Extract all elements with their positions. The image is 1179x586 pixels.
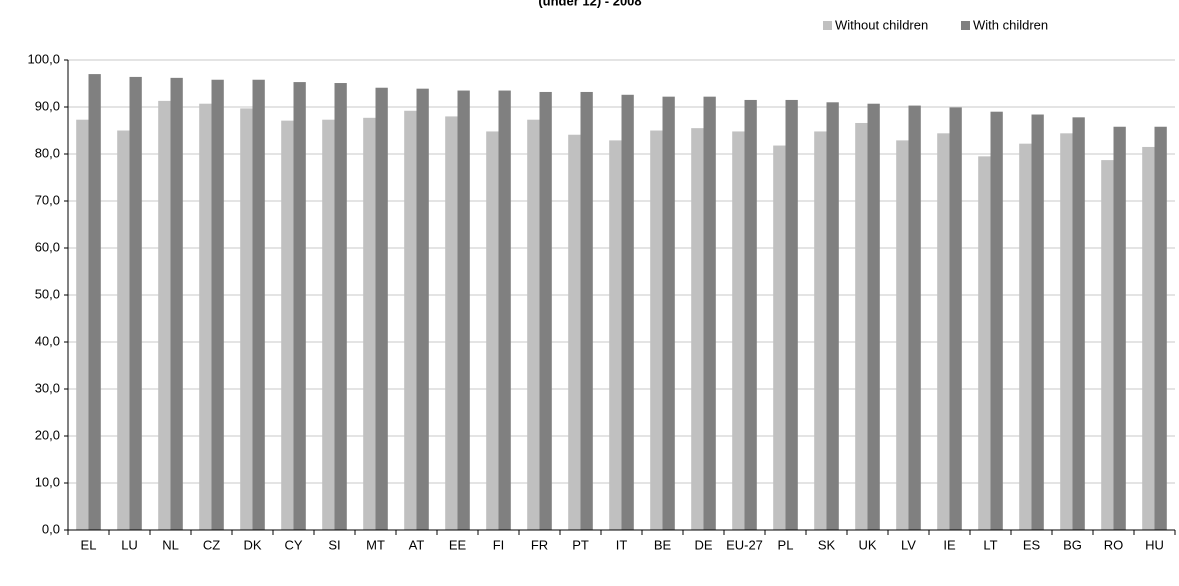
x-tick-label: CY xyxy=(284,537,302,552)
x-tick-label: MT xyxy=(366,537,385,552)
x-tick-label: DE xyxy=(694,537,712,552)
x-tick-label: LV xyxy=(901,537,916,552)
bar xyxy=(691,128,704,530)
x-tick-label: UK xyxy=(858,537,876,552)
bar xyxy=(662,96,675,530)
x-tick-label: PL xyxy=(778,537,794,552)
x-tick-label: FI xyxy=(493,537,505,552)
bar xyxy=(773,145,786,531)
bar xyxy=(117,130,130,530)
bar xyxy=(527,119,540,530)
bar xyxy=(609,140,622,530)
y-tick-label: 40,0 xyxy=(35,333,60,348)
bar xyxy=(240,108,253,530)
x-tick-label: AT xyxy=(409,537,425,552)
x-tick-label: HU xyxy=(1145,537,1164,552)
x-tick-label: LU xyxy=(121,537,138,552)
x-tick-label: BE xyxy=(654,537,672,552)
bar xyxy=(855,122,868,530)
bar xyxy=(1142,146,1155,530)
x-tick-label: PT xyxy=(572,537,589,552)
x-tick-label: CZ xyxy=(203,537,220,552)
bar xyxy=(334,83,347,530)
x-tick-label: DK xyxy=(243,537,261,552)
x-tick-label: EE xyxy=(449,537,467,552)
bar xyxy=(252,79,265,531)
y-tick-label: 10,0 xyxy=(35,474,60,489)
x-tick-label: SI xyxy=(328,537,340,552)
bar xyxy=(949,107,962,530)
bar xyxy=(978,156,991,530)
x-tick-label: IT xyxy=(616,537,628,552)
bar xyxy=(1019,143,1032,530)
bar xyxy=(457,90,470,531)
legend-swatch xyxy=(961,21,970,30)
bar xyxy=(621,94,634,530)
bar xyxy=(170,77,183,531)
bar xyxy=(416,88,429,531)
bar xyxy=(486,131,499,530)
x-tick-label: EU-27 xyxy=(726,537,763,552)
bar xyxy=(908,105,921,530)
bar xyxy=(580,91,593,531)
bar xyxy=(744,99,757,530)
bar xyxy=(88,74,101,530)
bar xyxy=(445,116,458,531)
bar xyxy=(1031,114,1044,531)
bar xyxy=(814,131,827,530)
y-tick-label: 70,0 xyxy=(35,192,60,207)
bar xyxy=(1154,126,1167,531)
legend-label: Without children xyxy=(835,17,928,32)
bar xyxy=(937,133,950,530)
bar xyxy=(650,130,663,530)
bar xyxy=(1101,160,1114,531)
x-tick-label: FR xyxy=(531,537,548,552)
y-tick-label: 50,0 xyxy=(35,286,60,301)
x-tick-label: IE xyxy=(943,537,956,552)
bar xyxy=(211,79,224,531)
x-tick-label: SK xyxy=(818,537,836,552)
bar xyxy=(990,111,1003,530)
bar xyxy=(199,103,212,531)
chart-title: (under 12) - 2008 xyxy=(538,0,641,8)
y-tick-label: 20,0 xyxy=(35,427,60,442)
bar xyxy=(1072,117,1085,530)
bar xyxy=(281,120,294,530)
bar xyxy=(76,119,89,530)
x-tick-label: NL xyxy=(162,537,179,552)
y-tick-label: 30,0 xyxy=(35,380,60,395)
bar xyxy=(732,131,745,530)
y-tick-label: 80,0 xyxy=(35,145,60,160)
x-tick-label: ES xyxy=(1023,537,1041,552)
x-tick-label: RO xyxy=(1104,537,1124,552)
bar xyxy=(1113,126,1126,531)
bar xyxy=(375,87,388,530)
bar xyxy=(129,76,142,531)
legend-label: With children xyxy=(973,17,1048,32)
bar xyxy=(322,119,335,530)
bar xyxy=(158,100,171,530)
bar xyxy=(826,102,839,531)
bar xyxy=(404,110,417,530)
y-tick-label: 0,0 xyxy=(42,521,60,536)
bar xyxy=(703,96,716,530)
bar xyxy=(867,103,880,531)
y-tick-label: 60,0 xyxy=(35,239,60,254)
bar xyxy=(785,99,798,530)
y-tick-label: 90,0 xyxy=(35,98,60,113)
bar xyxy=(568,134,581,531)
bar xyxy=(539,91,552,531)
bar xyxy=(1060,133,1073,530)
bar xyxy=(498,90,511,531)
x-tick-label: LT xyxy=(983,537,997,552)
legend-swatch xyxy=(823,21,832,30)
bar xyxy=(363,117,376,530)
x-tick-label: BG xyxy=(1063,537,1082,552)
bar xyxy=(293,82,306,530)
x-tick-label: EL xyxy=(81,537,97,552)
bar xyxy=(896,140,909,530)
y-tick-label: 100,0 xyxy=(27,51,60,66)
